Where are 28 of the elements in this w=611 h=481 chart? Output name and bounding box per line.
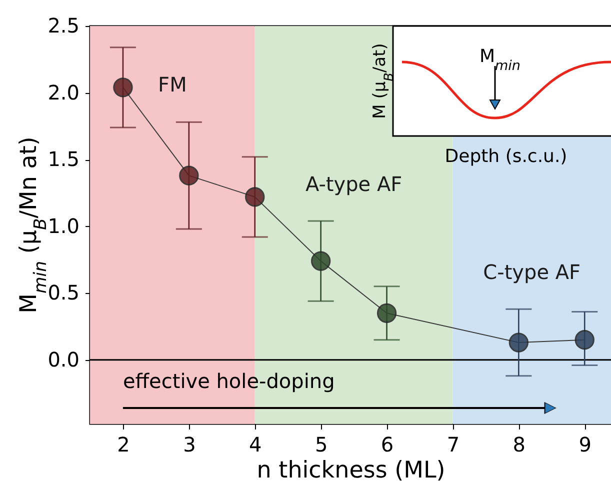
x-tick-label: 4	[249, 432, 262, 456]
point	[574, 330, 594, 350]
point	[310, 251, 331, 271]
y-tick-label: 0.0	[48, 347, 80, 372]
x-tick-label: 3	[183, 432, 196, 456]
x-tick-label: 8	[512, 432, 526, 456]
x-axis-title: n thickness (ML)	[256, 458, 446, 481]
band-label: A-type AF	[305, 172, 402, 196]
point	[376, 303, 397, 323]
x-tick-label: 9	[578, 432, 592, 456]
y-tick-label: 1.5	[48, 147, 80, 172]
annotation: M$_{min}$	[480, 46, 520, 74]
point	[113, 78, 133, 98]
x-tick-label: 2	[117, 432, 130, 456]
annotation: Depth (s.c.u.)	[444, 146, 568, 167]
x-tick-label: 5	[314, 432, 328, 456]
band-label: C-type AF	[483, 260, 581, 284]
point	[245, 187, 265, 207]
y-tick-label: 2.5	[48, 14, 80, 38]
band-label: FM	[158, 72, 187, 97]
point	[508, 332, 529, 352]
y-tick-label: 2.0	[48, 80, 80, 104]
x-tick-label: 7	[446, 432, 460, 456]
annotation: effective hole-doping	[122, 369, 335, 393]
y-tick-label: 0.5	[48, 280, 80, 305]
y-tick-label: 1.0	[48, 214, 80, 238]
x-tick-label: 6	[380, 432, 394, 456]
point	[179, 166, 199, 186]
